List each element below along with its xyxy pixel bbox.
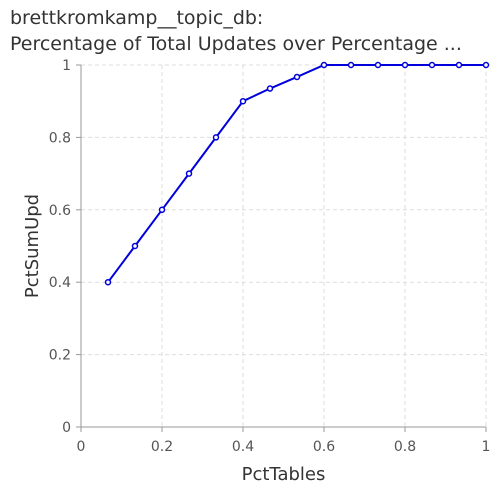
y-tick-label: 0.8 [49, 130, 71, 146]
data-point [401, 61, 409, 69]
y-tick-label: 0.2 [49, 348, 71, 364]
y-tick-label: 0.4 [49, 275, 71, 291]
data-point [185, 170, 193, 177]
x-tick-label: 0.2 [151, 439, 173, 455]
data-point [320, 61, 328, 69]
data-point [482, 61, 490, 69]
grid-lines [80, 64, 487, 428]
x-tick-label: 0.6 [313, 439, 335, 455]
axes [76, 64, 487, 432]
y-tick-label: 0.6 [49, 203, 71, 219]
tick-labels: 0 0.2 0.4 0.6 0.8 1 0 0.2 0.4 0.6 0.8 1 [49, 58, 491, 455]
data-point [131, 242, 139, 250]
data-point [374, 61, 382, 69]
x-tick-label: 0.4 [232, 439, 254, 455]
series-line [107, 64, 486, 283]
y-tick-label: 1 [62, 58, 71, 74]
data-point [428, 61, 436, 69]
chart-title-line-1: brettkromkamp__topic_db: [10, 7, 264, 29]
data-point [239, 97, 247, 105]
x-tick-label: 0 [77, 439, 86, 455]
data-point [212, 134, 220, 141]
data-point [347, 61, 355, 69]
data-point [158, 206, 166, 214]
data-point [266, 85, 274, 92]
x-axis-label: PctTables [242, 464, 326, 485]
data-point [104, 278, 112, 286]
data-series [104, 61, 490, 286]
data-point [455, 61, 463, 69]
x-tick-label: 1 [482, 439, 491, 455]
x-tick-label: 0.8 [394, 439, 416, 455]
data-point [293, 73, 301, 81]
y-axis-label: PctSumUpd [22, 194, 43, 298]
chart-title-line-2: Percentage of Total Updates over Percent… [10, 33, 462, 55]
y-tick-label: 0 [62, 420, 71, 436]
